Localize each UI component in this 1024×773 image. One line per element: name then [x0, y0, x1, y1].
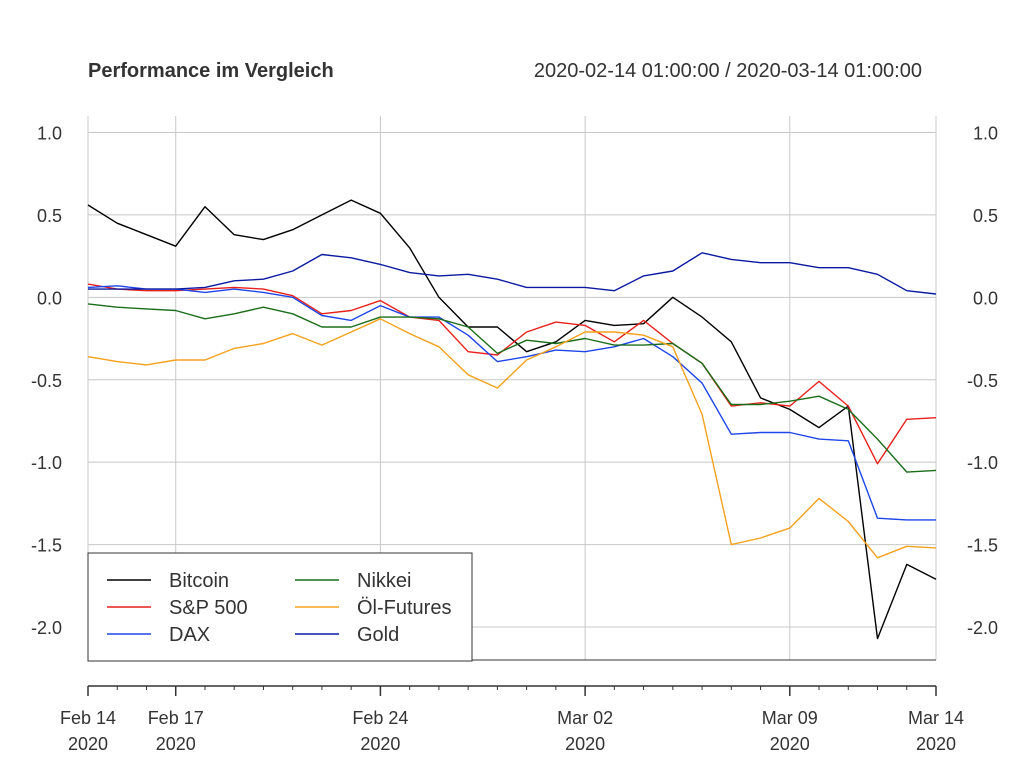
chart-title: Performance im Vergleich	[88, 60, 334, 82]
legend-box	[87, 552, 473, 662]
y-tick-label-right: -0.5	[967, 371, 998, 391]
chart-subtitle: 2020-02-14 01:00:00 / 2020-03-14 01:00:0…	[534, 60, 922, 82]
series-lines	[87, 199, 937, 640]
legend-label: Gold	[357, 624, 399, 646]
legend-label: Nikkei	[357, 570, 411, 592]
x-tick-label-year: 2020	[68, 734, 108, 754]
y-tick-label-right: -1.5	[967, 536, 998, 556]
y-axis-right: 1.0 0.5 0.0 -0.5 -1.0 -1.5 -2.0	[967, 123, 998, 638]
y-tick-label-right: 1.0	[973, 123, 998, 143]
x-tick-label-year: 2020	[156, 734, 196, 754]
x-tick-label-year: 2020	[770, 734, 810, 754]
y-tick-label-left: 1.0	[37, 123, 62, 143]
grid-lines	[87, 116, 937, 660]
legend-label: Öl-Futures	[357, 597, 451, 619]
x-tick-label-year: 2020	[565, 734, 605, 754]
y-tick-label-left: -1.0	[31, 453, 62, 473]
x-tick-label: Feb 14	[60, 708, 116, 728]
x-tick-label-year: 2020	[360, 734, 400, 754]
legend-label: Bitcoin	[169, 570, 229, 592]
y-tick-label-right: -2.0	[967, 618, 998, 638]
x-tick-label: Mar 09	[762, 708, 818, 728]
legend: Bitcoin S&P 500 DAX Nikkei Öl-Futures Gold	[87, 552, 473, 662]
series-line	[88, 252, 937, 295]
x-tick-label: Mar 14	[908, 708, 964, 728]
x-tick-label: Feb 17	[148, 708, 204, 728]
y-tick-label-left: -1.5	[31, 536, 62, 556]
legend-label: DAX	[169, 624, 210, 646]
x-axis: Feb 14 2020 Feb 17 2020 Feb 24 2020 Mar 02 2020…	[60, 685, 964, 754]
x-tick-label: Mar 02	[557, 708, 613, 728]
y-tick-label-left: -0.5	[31, 371, 62, 391]
series-line	[87, 303, 937, 473]
y-tick-label-left: 0.5	[37, 206, 62, 226]
y-axis-left: 1.0 0.5 0.0 -0.5 -1.0 -1.5 -2.0	[31, 123, 62, 638]
y-tick-label-right: -1.0	[967, 453, 998, 473]
x-tick-label-year: 2020	[916, 734, 956, 754]
y-tick-label-right: 0.0	[973, 288, 998, 308]
y-tick-label-left: -2.0	[31, 618, 62, 638]
series-line	[87, 199, 937, 640]
series-line	[87, 283, 937, 465]
legend-label: S&P 500	[169, 597, 248, 619]
series-line	[87, 318, 937, 559]
y-tick-label-left: 0.0	[37, 288, 62, 308]
x-tick-label: Feb 24	[352, 708, 408, 728]
series-line	[87, 285, 936, 521]
y-tick-label-right: 0.5	[973, 206, 998, 226]
